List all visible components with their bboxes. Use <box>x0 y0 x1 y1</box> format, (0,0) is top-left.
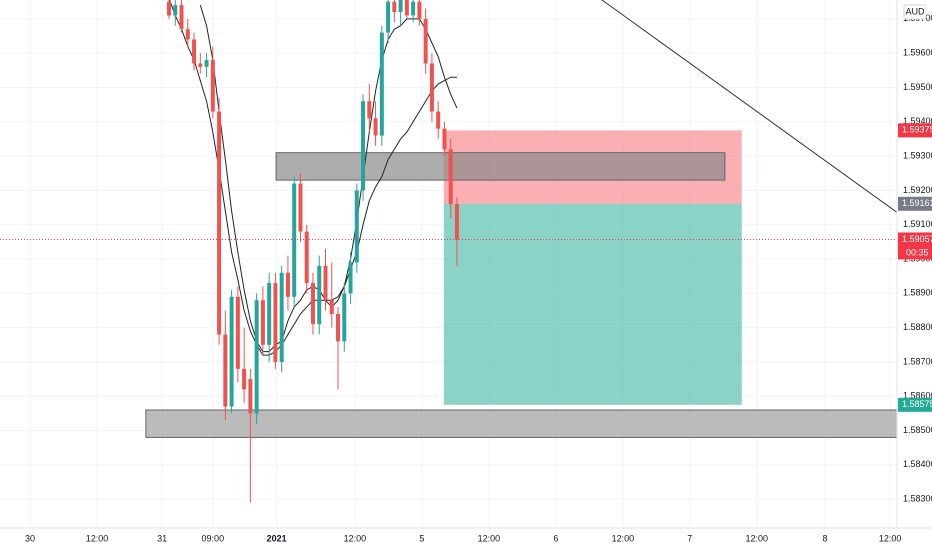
candle-body <box>398 0 403 13</box>
x-tick-label: 30 <box>25 533 35 543</box>
candle-body <box>329 300 334 314</box>
candle-body <box>411 1 416 16</box>
candle-body <box>242 368 247 390</box>
x-tick-label: 12:00 <box>344 533 367 543</box>
x-tick-label: 12:00 <box>612 533 635 543</box>
y-tick-label: 1.59300 <box>903 150 932 160</box>
candle-body <box>254 300 259 414</box>
candle-body <box>173 5 178 16</box>
candle-body <box>210 60 215 112</box>
x-tick-label: 8 <box>823 533 828 543</box>
candle-body <box>298 183 303 232</box>
y-tick-label: 1.58400 <box>903 459 932 469</box>
last-price-label: 1.59057 <box>902 234 932 244</box>
y-tick-label: 1.58600 <box>903 391 932 401</box>
x-tick-label: 31 <box>157 533 167 543</box>
y-tick-label: 1.58800 <box>903 322 932 332</box>
candle-body <box>304 231 309 284</box>
x-tick-label: 09:00 <box>202 533 225 543</box>
x-tick-label: 5 <box>419 533 424 543</box>
candle-body <box>192 39 197 64</box>
candle-body <box>336 313 341 342</box>
y-tick-label: 1.59100 <box>903 219 932 229</box>
candle-body <box>217 111 222 335</box>
candle-body <box>379 32 384 136</box>
candle-body <box>179 5 184 30</box>
candle-body <box>442 128 447 150</box>
candle-body <box>429 63 434 112</box>
y-tick-label: 1.59600 <box>903 48 932 58</box>
x-tick-label: 7 <box>687 533 692 543</box>
candle-body <box>436 111 441 129</box>
candle-body <box>273 283 278 362</box>
trend-line <box>601 0 897 213</box>
candle-body <box>348 262 353 294</box>
candle-body <box>317 265 322 325</box>
stop-price-badge <box>898 123 932 138</box>
x-tick-label: 12:00 <box>879 533 902 543</box>
candle-body <box>454 204 459 240</box>
y-tick-label: 1.59200 <box>903 185 932 195</box>
candle-body <box>386 1 391 33</box>
currency-box <box>903 4 927 20</box>
candle-body <box>260 300 265 345</box>
countdown-label: 00:35 <box>906 247 929 257</box>
x-tick-label: 12:00 <box>86 533 109 543</box>
moving-average <box>199 5 458 353</box>
axes: 1.58300 1.58400 1.58500 1.58600 1.58700 1.588… <box>25 13 932 543</box>
candle-body <box>267 283 272 345</box>
candle-body <box>223 334 228 407</box>
candle-body <box>167 1 172 16</box>
candle-body <box>361 101 366 191</box>
candle-body <box>310 283 315 325</box>
candle-body <box>392 1 397 13</box>
y-tick-label: 1.58300 <box>903 494 932 504</box>
last-price-badge <box>898 232 932 247</box>
candle-body <box>292 183 297 297</box>
candle-body <box>285 272 290 297</box>
candle-body <box>185 29 190 40</box>
zone <box>275 152 726 181</box>
candle-body <box>248 379 253 414</box>
target-zone <box>443 203 742 405</box>
candle-body <box>448 149 453 205</box>
y-tick-label: 1.58900 <box>903 288 932 298</box>
candle-body <box>198 63 203 67</box>
candle-body <box>204 60 209 67</box>
candle-body <box>423 18 428 64</box>
stop-price-label: 1.59375 <box>902 125 932 135</box>
y-tick-label: 1.59500 <box>903 82 932 92</box>
x-tick-label: 12:00 <box>746 533 769 543</box>
candle-body <box>417 1 422 19</box>
entry-price-badge <box>898 196 932 211</box>
candle-body <box>279 272 284 362</box>
candle-body <box>373 118 378 136</box>
x-tick-label: 12:00 <box>478 533 501 543</box>
candle-body <box>404 0 409 16</box>
candle-body <box>367 101 372 119</box>
candle-body <box>229 296 234 407</box>
candle-body <box>354 190 359 263</box>
candle-body <box>323 265 328 301</box>
y-tick-label: 1.58700 <box>903 356 932 366</box>
plot-area <box>0 0 897 503</box>
currency-label: AUD <box>905 6 925 16</box>
y-tick-label: 1.59400 <box>903 116 932 126</box>
countdown-badge <box>898 246 932 260</box>
x-tick-label: 6 <box>553 533 558 543</box>
entry-price-label: 1.59161 <box>902 198 932 208</box>
target-price-label: 1.58575 <box>902 399 932 409</box>
candle-body <box>235 296 240 369</box>
x-tick-label: 2021 <box>267 533 287 543</box>
y-tick-label: 1.58500 <box>903 425 932 435</box>
target-price-badge <box>898 397 932 412</box>
candle-body <box>342 293 347 342</box>
zone <box>145 409 897 438</box>
